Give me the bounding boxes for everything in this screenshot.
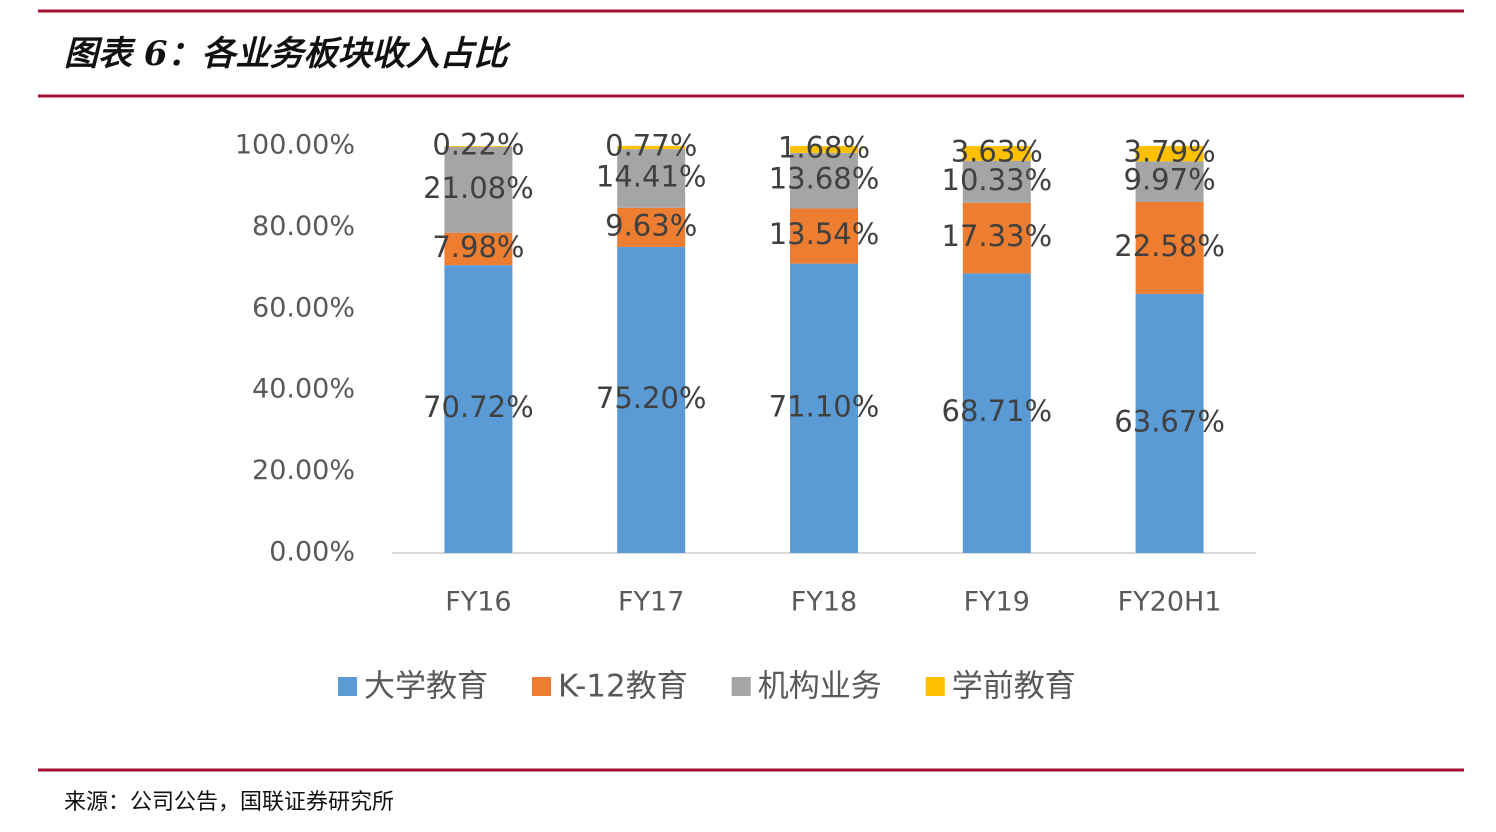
value-label: 68.71%: [942, 394, 1053, 428]
figure-title: 图表 6：各业务板块收入占比: [64, 34, 511, 74]
value-label: 9.63%: [605, 208, 697, 242]
legend-swatch: [532, 677, 551, 696]
x-tick-label: FY17: [618, 587, 684, 618]
value-label: 13.68%: [769, 162, 880, 196]
x-tick-label: FY19: [964, 587, 1030, 618]
bar-segment: [617, 246, 686, 553]
y-tick-label: 100.00%: [235, 130, 355, 161]
bar-segment: [962, 273, 1031, 553]
bar-segment: [962, 160, 1031, 203]
legend-swatch: [731, 677, 751, 696]
y-tick-label: 40.00%: [252, 374, 355, 405]
bar-segment: [1135, 161, 1204, 202]
value-label: 7.98%: [432, 230, 524, 264]
bar-segment: [444, 265, 513, 553]
value-label: 17.33%: [942, 219, 1053, 253]
value-label: 3.63%: [951, 134, 1043, 168]
bar-segment: [444, 232, 513, 266]
bar-segment: [444, 146, 513, 147]
source: 来源：公司公告，国联证券研究所: [64, 790, 394, 815]
x-tick-label: FY18: [791, 587, 857, 618]
bar-segment: [617, 145, 686, 150]
legend-swatch: [925, 677, 945, 696]
legend-label: 大学教育: [364, 669, 488, 705]
value-label: 14.41%: [596, 159, 707, 193]
y-tick-label: 20.00%: [252, 455, 355, 486]
value-label: 63.67%: [1114, 404, 1225, 438]
bar-segment: [617, 207, 686, 247]
x-tick-label: FY16: [445, 587, 511, 618]
bar-segment: [1135, 201, 1204, 294]
y-tick-label: 60.00%: [252, 292, 355, 323]
legend-swatch: [338, 677, 357, 696]
value-label: 75.20%: [596, 381, 707, 415]
bar-segment: [962, 202, 1031, 274]
bar-segment: [444, 146, 513, 233]
bar-segment: [790, 208, 858, 264]
value-label: 71.10%: [769, 389, 880, 423]
legend-label: 学前教育: [952, 669, 1076, 705]
bar-segment: [790, 146, 858, 153]
bar-segment: [790, 263, 858, 553]
bar-segment: [790, 152, 858, 209]
bar-segment: [1135, 145, 1204, 162]
legend-label: K-12教育: [558, 669, 688, 705]
value-label: 21.08%: [423, 171, 534, 205]
value-label: 9.97%: [1124, 163, 1216, 197]
value-label: 13.54%: [769, 217, 880, 251]
value-label: 3.79%: [1124, 135, 1216, 169]
legend-label: 机构业务: [758, 669, 882, 705]
y-tick-label: 80.00%: [252, 211, 355, 242]
y-tick-label: 0.00%: [269, 537, 355, 568]
value-label: 10.33%: [942, 163, 1053, 197]
bar-segment: [1135, 293, 1204, 553]
bar-segment: [617, 149, 686, 208]
value-label: 1.68%: [778, 130, 870, 164]
value-label: 70.72%: [423, 390, 534, 424]
value-label: 0.22%: [432, 127, 524, 161]
bar-segment: [962, 146, 1031, 161]
value-label: 0.77%: [605, 129, 697, 163]
value-label: 22.58%: [1114, 229, 1225, 263]
x-tick-label: FY20H1: [1118, 587, 1222, 618]
